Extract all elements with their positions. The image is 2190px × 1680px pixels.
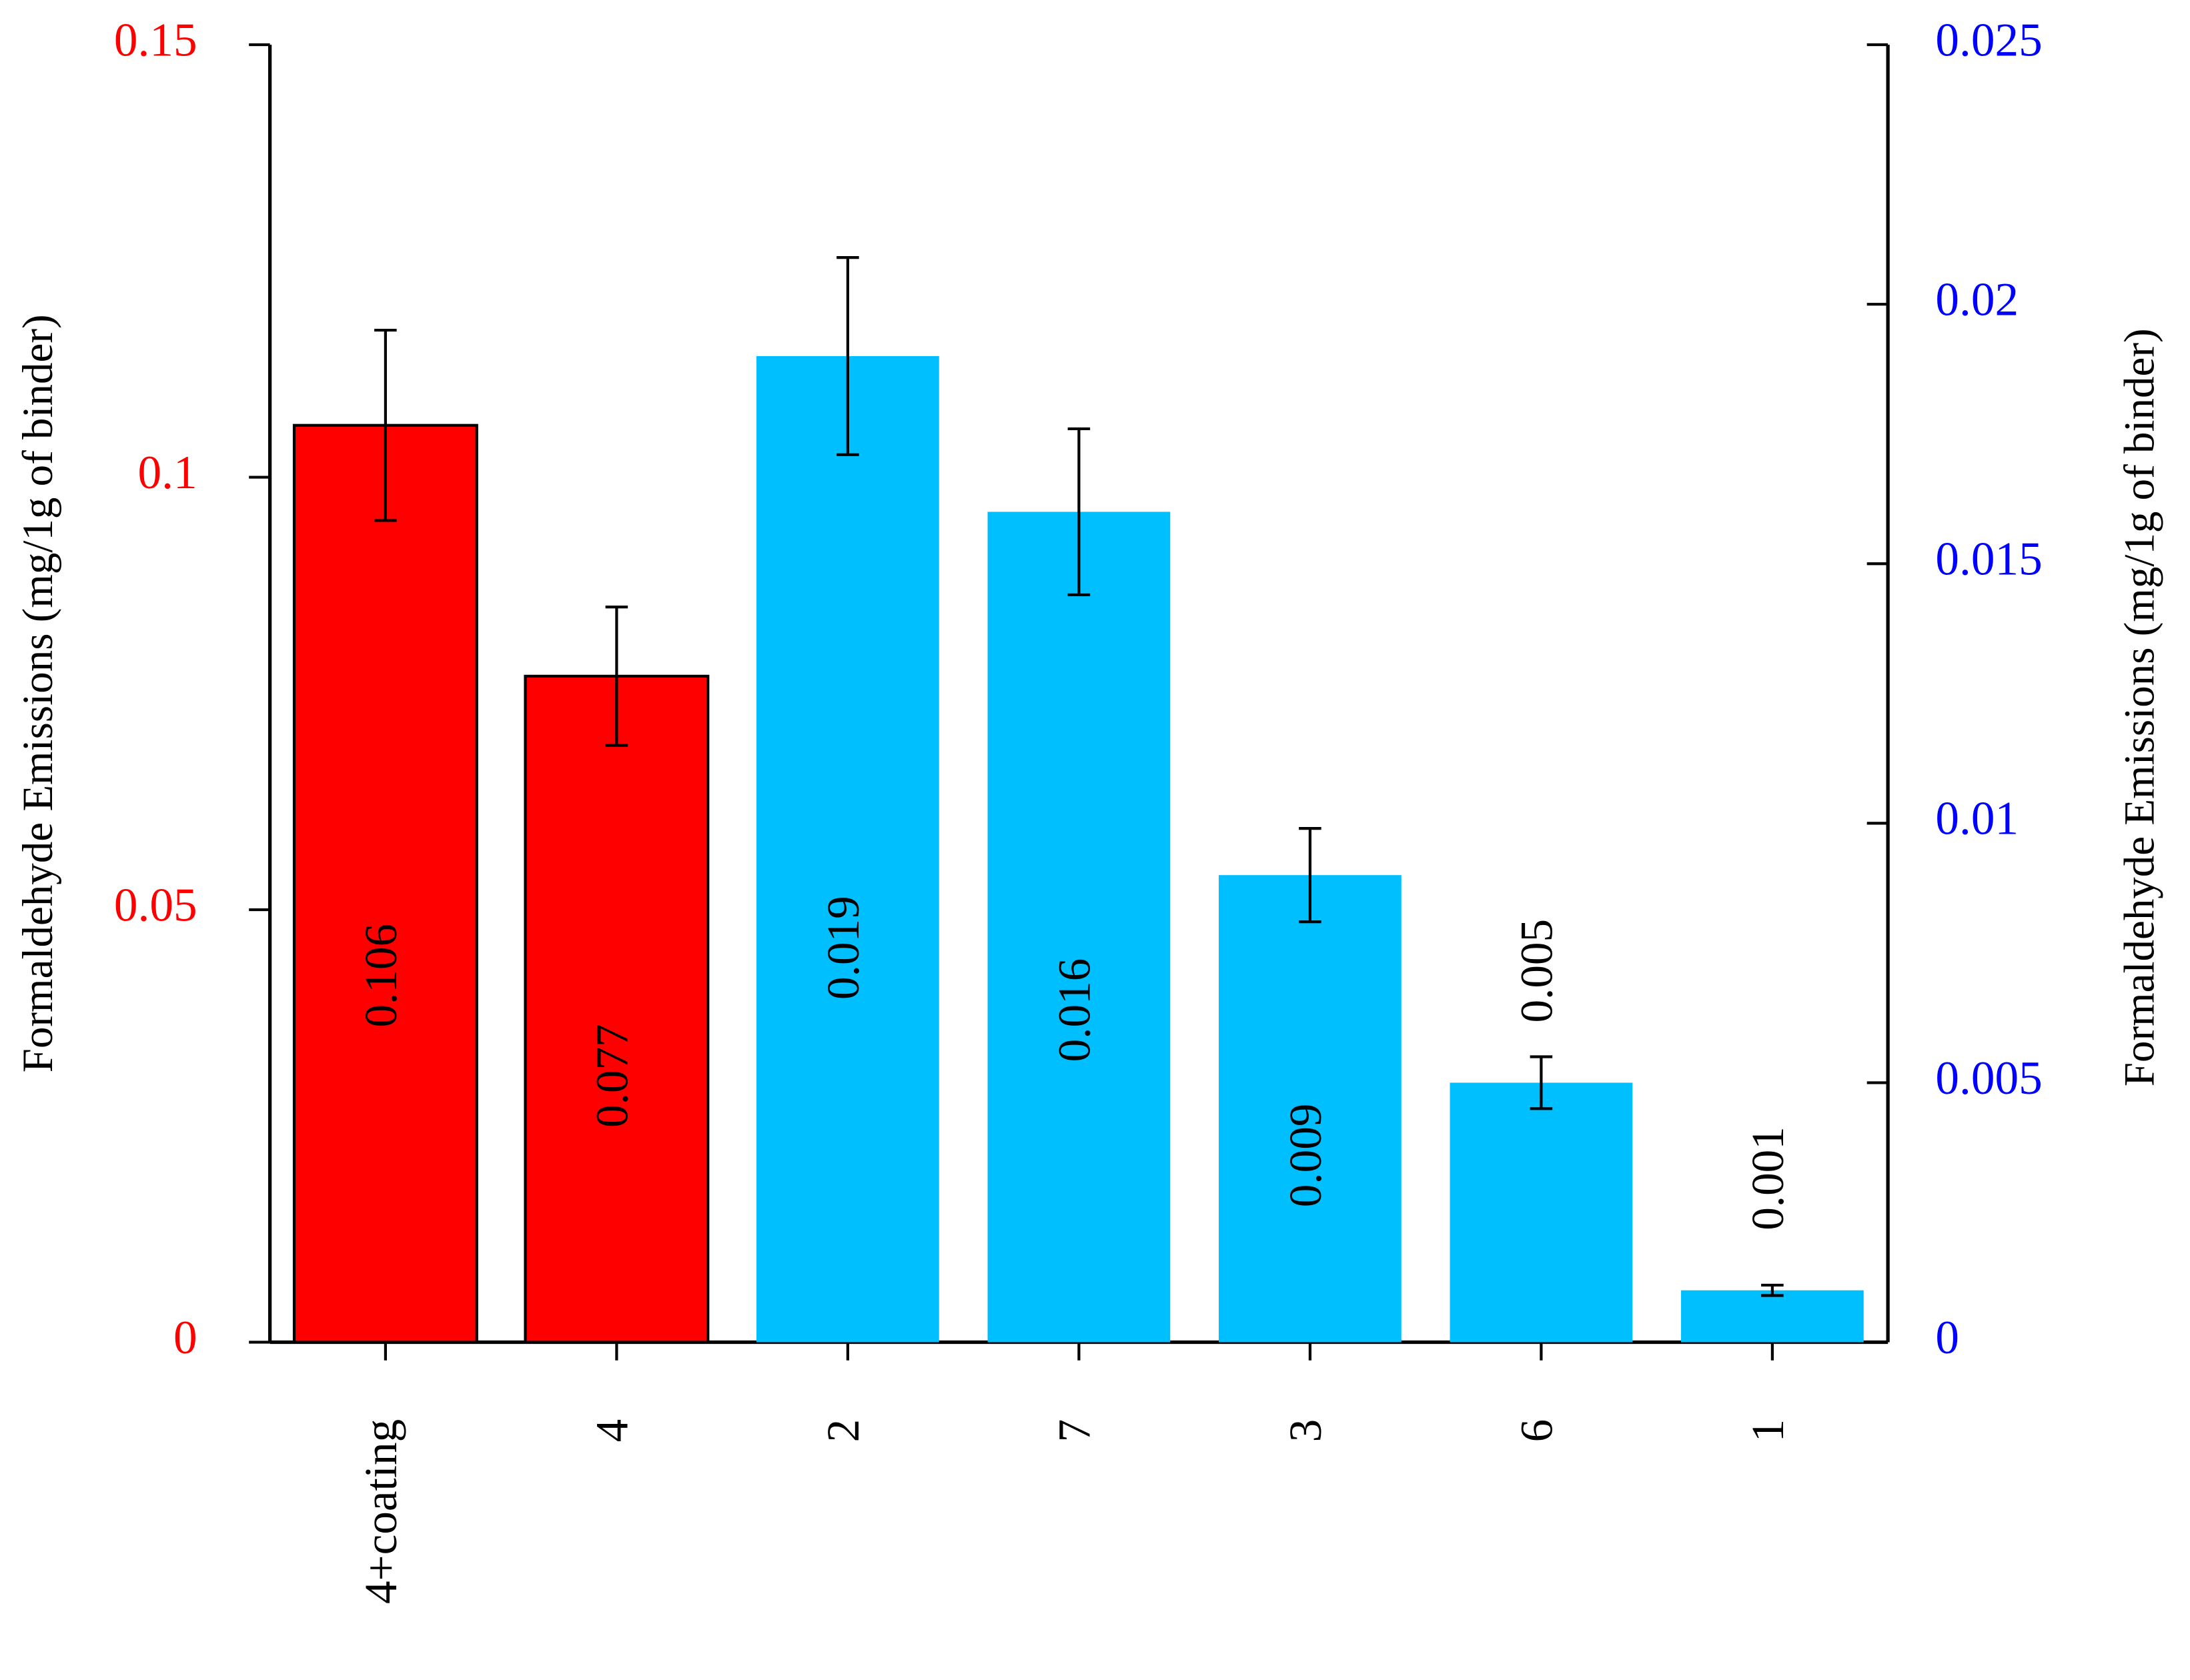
y2-tick-label: 0.025 bbox=[1935, 13, 2042, 66]
data-label: 0.019 bbox=[817, 896, 869, 1000]
y-axis-title: Formaldehyde Emissions (mg/1g of binder) bbox=[14, 314, 62, 1072]
y-tick-label: 0 bbox=[173, 1311, 197, 1364]
error-bar bbox=[1067, 427, 1091, 597]
error-bar bbox=[837, 256, 859, 456]
data-label: 0.077 bbox=[586, 1024, 637, 1128]
error-bar bbox=[1761, 1283, 1784, 1297]
y-tick-label: 0.1 bbox=[138, 446, 197, 499]
x-tick-label: 1 bbox=[1742, 1419, 1793, 1443]
data-label: 0.001 bbox=[1742, 1126, 1793, 1230]
x-tick-label: 4+coating bbox=[355, 1419, 406, 1604]
bar bbox=[1450, 1082, 1633, 1343]
y2-tick-label: 0.005 bbox=[1935, 1052, 2042, 1104]
error-bar bbox=[374, 328, 397, 522]
bar bbox=[987, 512, 1171, 1343]
y2-axis-title: Formaldehyde Emissions (mg/1g of binder) bbox=[2116, 328, 2164, 1086]
bar bbox=[1681, 1290, 1864, 1343]
data-label: 0.016 bbox=[1048, 958, 1099, 1062]
x-tick-label: 4 bbox=[586, 1419, 637, 1443]
x-tick-label: 3 bbox=[1279, 1419, 1331, 1443]
bar bbox=[1219, 875, 1402, 1343]
bar bbox=[756, 355, 939, 1343]
data-label: 0.009 bbox=[1279, 1104, 1331, 1208]
bar bbox=[292, 424, 478, 1344]
data-label: 0.106 bbox=[355, 924, 406, 1028]
y2-tick-label: 0.02 bbox=[1935, 273, 2019, 326]
bar bbox=[524, 674, 710, 1344]
y2-tick-label: 0 bbox=[1935, 1311, 1959, 1364]
x-tick-label: 7 bbox=[1048, 1419, 1099, 1443]
data-label: 0.005 bbox=[1510, 919, 1562, 1023]
error-bar bbox=[605, 606, 628, 747]
x-tick-label: 2 bbox=[817, 1419, 869, 1443]
x-tick-label: 6 bbox=[1510, 1419, 1562, 1443]
y-tick-label: 0.15 bbox=[114, 13, 197, 66]
y-tick-label: 0.05 bbox=[114, 878, 197, 931]
error-bar bbox=[1530, 1055, 1553, 1110]
error-bar bbox=[1299, 827, 1321, 924]
y2-tick-label: 0.01 bbox=[1935, 792, 2019, 845]
y2-tick-label: 0.015 bbox=[1935, 533, 2042, 586]
